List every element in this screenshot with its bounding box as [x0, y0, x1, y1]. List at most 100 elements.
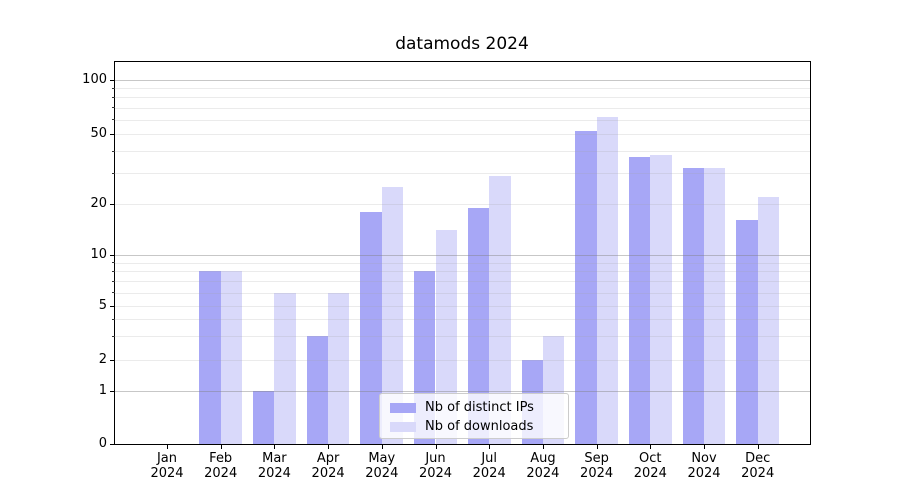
bar-jul-downloads	[489, 175, 511, 444]
gridline-minor	[115, 97, 810, 98]
legend-entry: Nb of distinct IPs	[388, 399, 560, 417]
bar-mar-downloads	[274, 292, 296, 444]
bar-oct-distinct-ips	[628, 157, 651, 444]
y-axis-tick-label: 10	[90, 247, 107, 262]
y-axis-minor-tick	[112, 280, 115, 282]
x-axis-tick	[328, 444, 330, 449]
legend-label: Nb of downloads	[425, 419, 534, 434]
gridline-major	[115, 255, 810, 256]
y-axis-minor-tick	[112, 335, 115, 337]
gridline-minor	[115, 173, 810, 174]
gridline-major	[115, 391, 810, 392]
x-axis-tick	[220, 444, 222, 449]
y-axis-minor-tick	[112, 87, 115, 89]
gridline-minor	[115, 108, 810, 109]
y-axis-tick-label: 20	[90, 196, 107, 211]
x-axis-tick	[274, 444, 276, 449]
y-axis-tick-label: 50	[90, 126, 107, 141]
bar-dec-distinct-ips	[736, 220, 758, 444]
y-axis-tick	[110, 254, 115, 256]
gridline-major	[115, 80, 810, 81]
x-axis-tick	[596, 444, 598, 449]
bar-may-distinct-ips	[360, 211, 382, 444]
bar-jun-downloads	[435, 230, 457, 444]
x-axis-tick-label: Dec 2024	[741, 451, 775, 481]
gridline-minor	[115, 271, 810, 272]
y-axis-tick	[110, 305, 115, 307]
x-axis-tick	[435, 444, 437, 449]
x-axis-tick-label: May 2024	[365, 451, 399, 481]
bar-may-downloads	[381, 186, 404, 444]
bar-dec-downloads	[757, 196, 780, 444]
y-axis-tick-label: 0	[98, 436, 107, 451]
y-axis-minor-tick	[112, 270, 115, 272]
gridline-minor	[115, 306, 810, 307]
y-axis-minor-tick	[112, 262, 115, 264]
x-axis-tick-label: Jul 2024	[472, 451, 506, 481]
gridline-minor	[115, 336, 810, 337]
gridline-minor	[115, 151, 810, 152]
y-axis-tick	[110, 133, 115, 135]
y-axis-minor-tick	[112, 96, 115, 98]
gridline-minor	[115, 293, 810, 294]
y-axis-minor-tick	[112, 172, 115, 174]
y-axis-tick-label: 100	[82, 72, 107, 87]
legend-swatch-distinct-ips	[390, 403, 416, 413]
x-axis-tick-label: Feb 2024	[204, 451, 238, 481]
y-axis-tick	[110, 79, 115, 81]
gridline-minor	[115, 360, 810, 361]
x-axis-tick-label: Jan 2024	[150, 451, 184, 481]
bar-mar-distinct-ips	[253, 391, 275, 444]
y-axis-tick	[110, 390, 115, 392]
bar-jul-distinct-ips	[467, 207, 490, 444]
legend-swatch-downloads	[390, 422, 416, 432]
x-axis-tick	[704, 444, 705, 449]
x-axis-tick-label: Nov 2024	[687, 451, 721, 481]
x-axis-tick-label: Oct 2024	[633, 451, 667, 481]
bar-nov-downloads	[704, 168, 726, 444]
gridline-minor	[115, 88, 810, 89]
y-axis-minor-tick	[112, 318, 115, 320]
y-axis-tick-label: 1	[98, 383, 107, 398]
legend-entry: Nb of downloads	[388, 418, 560, 436]
y-axis-minor-tick	[112, 150, 115, 152]
y-axis-tick	[110, 203, 115, 205]
gridline-minor	[115, 204, 810, 205]
x-axis-tick	[650, 444, 652, 449]
x-axis-tick	[542, 444, 544, 449]
gridline-minor	[115, 319, 810, 320]
x-axis-tick-label: Jun 2024	[418, 451, 453, 481]
x-axis-tick	[381, 444, 383, 449]
x-axis-tick	[489, 444, 491, 449]
x-axis-tick	[757, 444, 759, 449]
bar-sep-downloads	[596, 117, 618, 444]
chart-title: datamods 2024	[395, 34, 529, 54]
y-axis-tick-label: 2	[98, 352, 107, 367]
x-axis-tick-label: Aug 2024	[526, 451, 560, 481]
x-axis-tick-label: Apr 2024	[311, 451, 345, 481]
y-axis-minor-tick	[112, 107, 115, 109]
legend-label: Nb of distinct IPs	[425, 400, 534, 415]
y-axis-tick-label: 5	[98, 298, 107, 313]
y-axis-tick	[110, 359, 115, 361]
bar-feb-distinct-ips	[199, 271, 221, 444]
y-axis-minor-tick	[112, 292, 115, 294]
gridline-minor	[115, 120, 810, 121]
x-axis-tick	[167, 444, 168, 449]
bar-sep-distinct-ips	[575, 130, 597, 444]
bar-feb-downloads	[220, 271, 243, 444]
bar-apr-distinct-ips	[306, 336, 329, 444]
legend: Nb of distinct IPs Nb of downloads	[379, 393, 569, 439]
y-axis-tick	[110, 443, 115, 445]
x-axis-tick-label: Mar 2024	[257, 451, 291, 481]
gridline-minor	[115, 134, 810, 135]
plot-area: Nb of distinct IPs Nb of downloads 0 1 2 5 10…	[82, 61, 811, 481]
gridline-minor	[115, 281, 810, 282]
gridline-minor	[115, 263, 810, 264]
y-axis-minor-tick	[112, 119, 115, 121]
x-axis-tick-label: Sep 2024	[580, 451, 614, 481]
bar-apr-downloads	[328, 292, 350, 444]
bar-nov-distinct-ips	[682, 168, 704, 444]
bar-oct-downloads	[650, 154, 672, 444]
